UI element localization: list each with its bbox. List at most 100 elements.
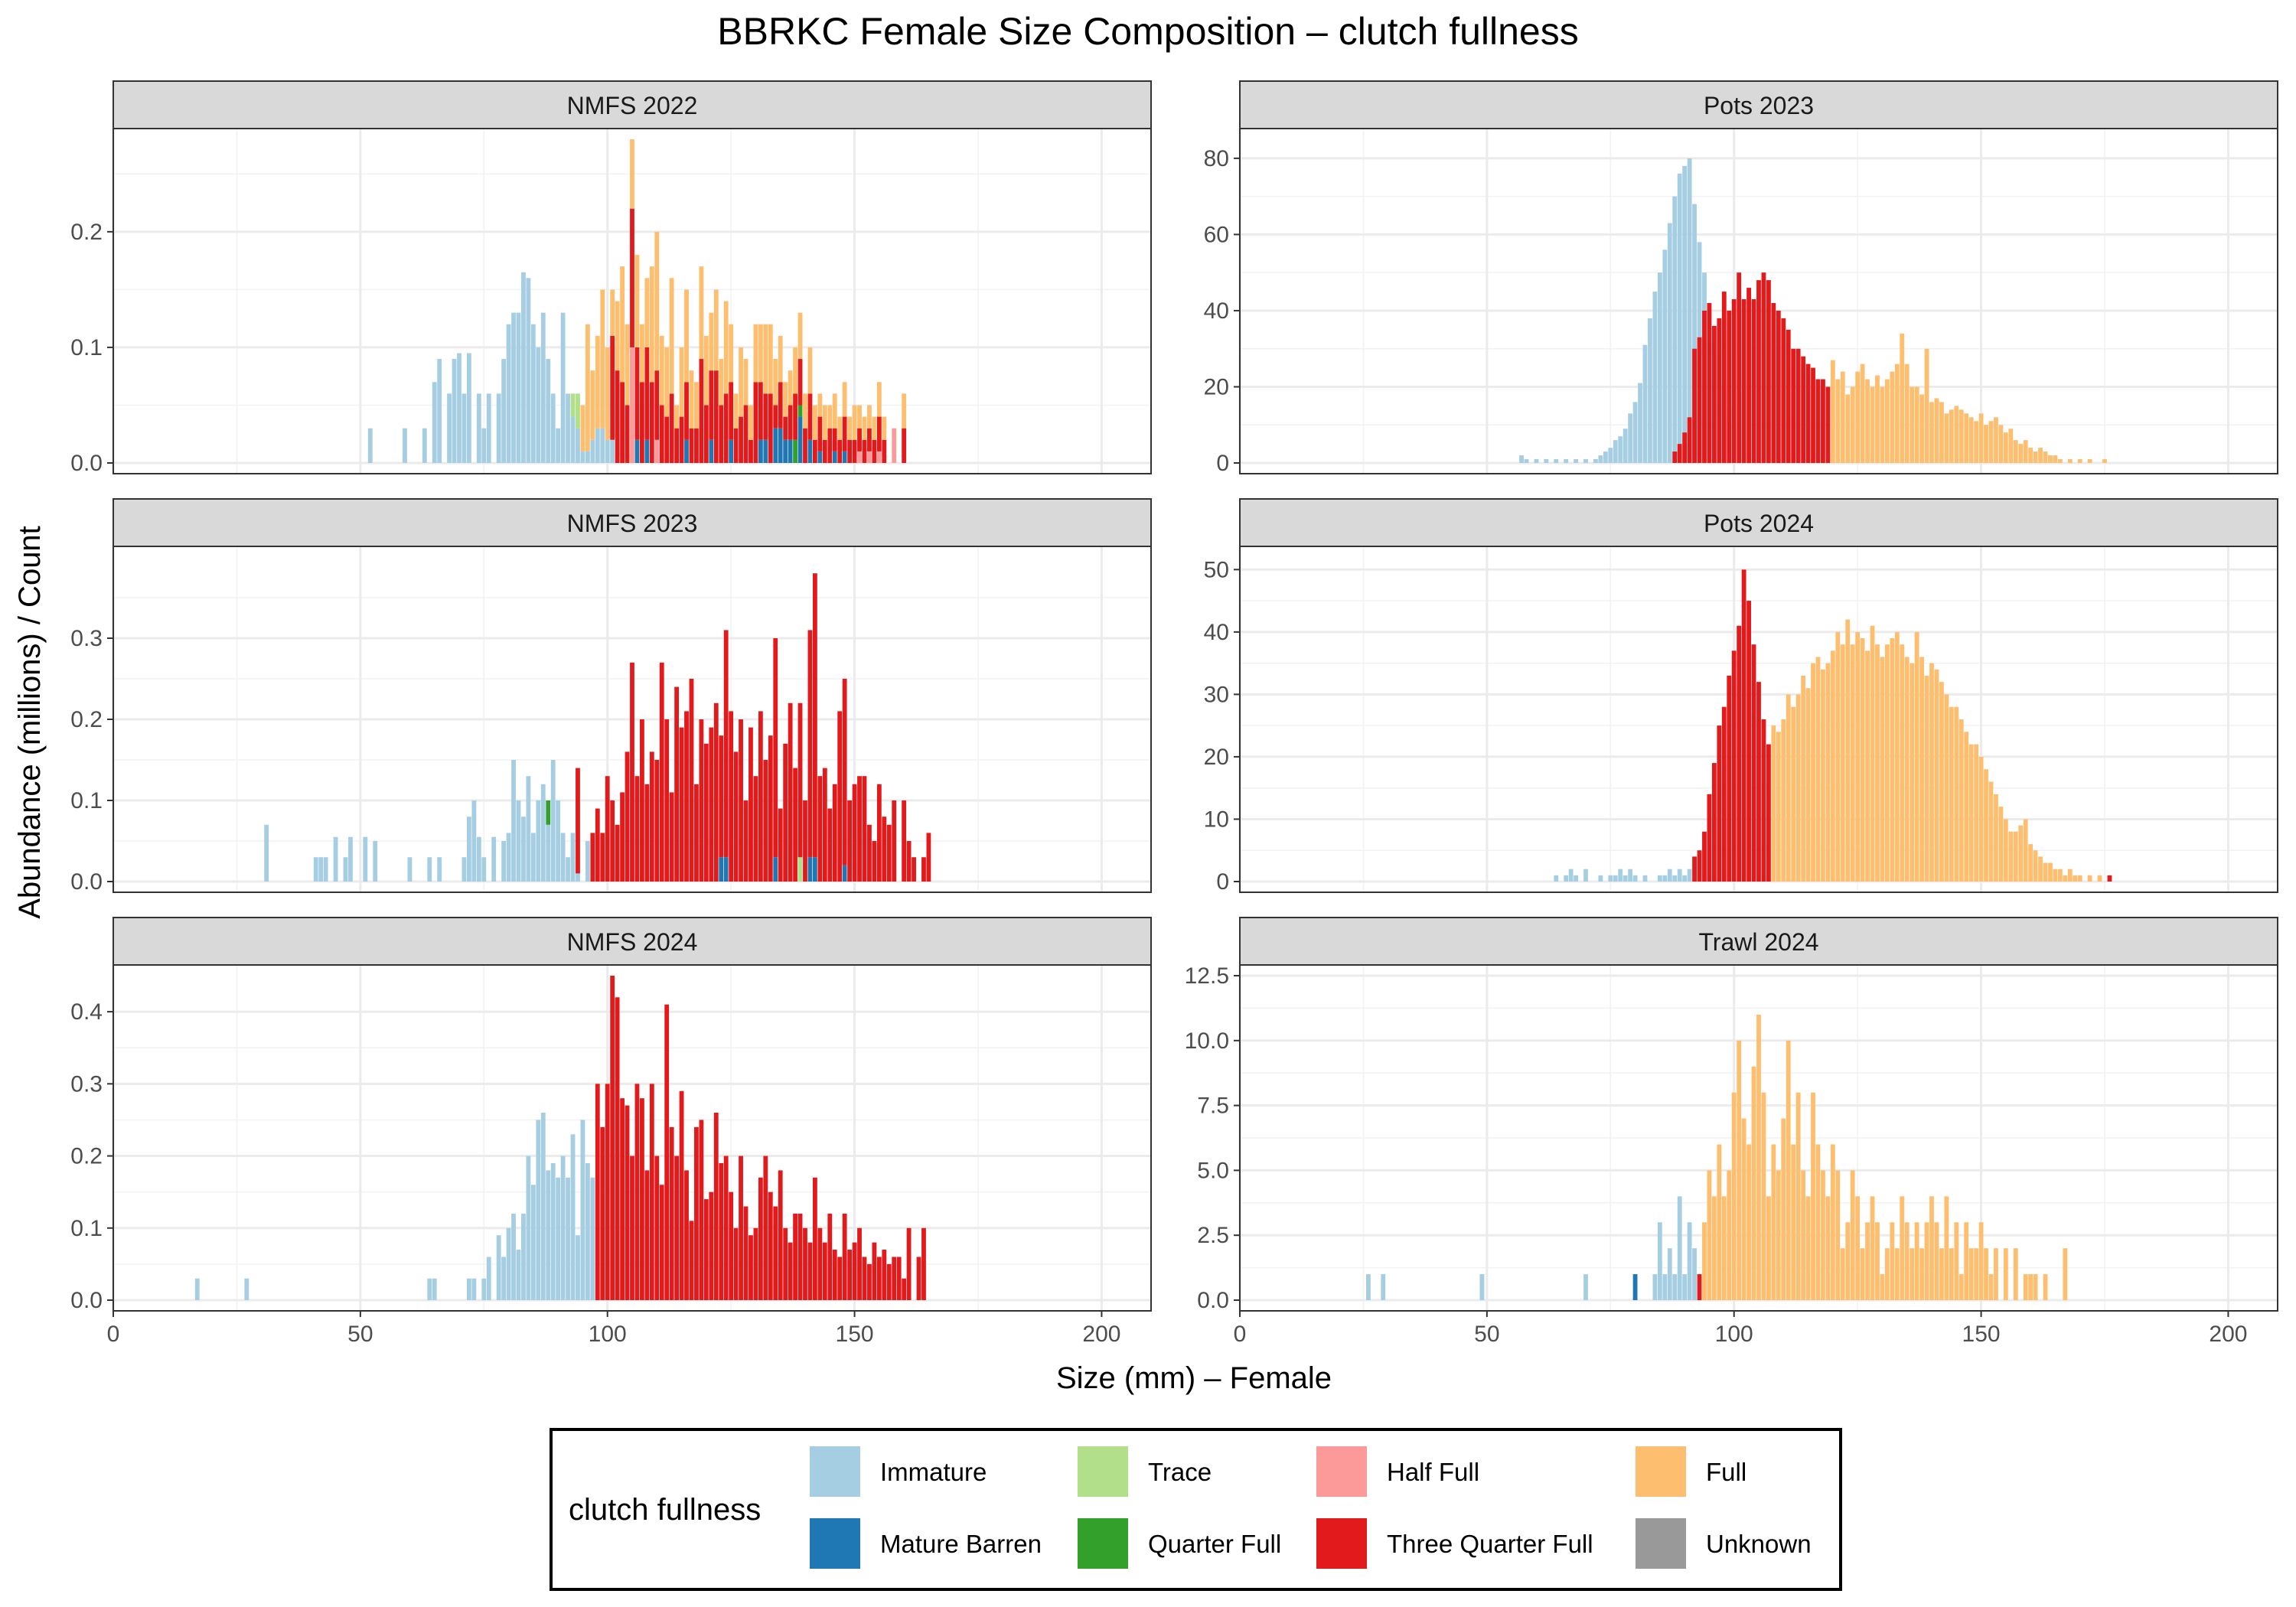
bar-segment-three-quarter-full xyxy=(1751,299,1756,463)
bar-segment-three-quarter-full xyxy=(867,428,872,451)
bar-segment-three-quarter-full xyxy=(610,800,615,882)
bar-segment-mature-barren xyxy=(773,857,778,882)
bar-segment-full xyxy=(1855,1196,1861,1300)
bar-segment-full xyxy=(768,324,773,394)
x-tick-label: 200 xyxy=(2209,1322,2247,1347)
bar-segment-three-quarter-full xyxy=(664,1004,670,1300)
bar-segment-three-quarter-full xyxy=(842,416,847,451)
bar-segment-immature xyxy=(570,833,576,882)
bar-segment-full xyxy=(2033,1274,2038,1300)
bar-segment-full xyxy=(2028,844,2033,882)
bar-segment-half-full xyxy=(892,428,897,463)
bar-segment-full xyxy=(644,278,650,347)
bar-segment-full xyxy=(1830,1144,1835,1300)
bar-segment-immature xyxy=(1652,292,1658,463)
bar-segment-immature xyxy=(1554,459,1559,463)
bar-segment-full xyxy=(1924,348,1929,463)
bar-segment-full xyxy=(1761,1092,1766,1300)
bar-segment-immature xyxy=(264,824,269,882)
bar-segment-full xyxy=(2008,831,2014,882)
bar-segment-immature xyxy=(550,393,556,463)
bar-segment-full xyxy=(803,393,807,429)
bar-segment-three-quarter-full xyxy=(852,439,857,463)
bar-segment-full xyxy=(1974,1248,1979,1300)
bar-segment-full xyxy=(1795,694,1801,882)
bar-segment-three-quarter-full xyxy=(694,1126,699,1300)
legend-items: Immature Mature Barren Trace Quarter Full Ha… xyxy=(810,1446,1812,1569)
bar-segment-immature xyxy=(576,428,580,463)
bar-segment-full xyxy=(813,405,817,440)
panel-nmfs-2023: NMFS 2023 0.0 0.1 0.2 0.3 xyxy=(70,498,1152,895)
bar-segment-mature-barren xyxy=(807,857,813,882)
bar-segment-full xyxy=(1850,644,1855,882)
bar-segment-full xyxy=(2067,459,2073,463)
bar-segment-full xyxy=(1984,425,1988,463)
bar-segment-three-quarter-full xyxy=(906,1227,912,1300)
legend-label-half-full: Half Full xyxy=(1387,1458,1479,1486)
bar-segment-full xyxy=(2003,432,2008,463)
bar-segment-immature xyxy=(570,1134,576,1300)
bar-segment-three-quarter-full xyxy=(669,1126,674,1300)
bar-segment-full xyxy=(1929,663,1934,882)
bar-segment-full xyxy=(1880,657,1885,882)
y-tick-label: 0.2 xyxy=(70,220,103,245)
bar-segment-immature xyxy=(432,1278,437,1300)
bar-segment-three-quarter-full xyxy=(654,370,660,440)
bar-segment-three-quarter-full xyxy=(896,1257,902,1300)
bar-segment-immature xyxy=(506,1227,511,1300)
legend-label-three-quarter-full: Three Quarter Full xyxy=(1387,1530,1593,1558)
chart-title: BBRKC Female Size Composition – clutch f… xyxy=(717,10,1578,53)
bar-segment-immature xyxy=(530,1185,536,1300)
bar-segment-full xyxy=(1890,371,1895,463)
bar-segment-full xyxy=(1801,1170,1806,1300)
bar-segment-full xyxy=(699,266,704,360)
bar-segment-full xyxy=(739,347,743,417)
bar-segment-mature-barren xyxy=(832,451,837,463)
bar-segment-three-quarter-full xyxy=(634,347,640,440)
bar-segment-three-quarter-full xyxy=(1672,451,1678,463)
bar-segment-full xyxy=(590,370,595,440)
bar-segment-full xyxy=(723,301,729,394)
bar-segment-three-quarter-full xyxy=(748,1235,753,1300)
bar-segment-three-quarter-full xyxy=(852,784,857,882)
y-tick-label: 0.3 xyxy=(70,1071,103,1097)
bar-segment-three-quarter-full xyxy=(1771,302,1776,463)
bar-segment-three-quarter-full xyxy=(763,393,768,440)
bar-segment-three-quarter-full xyxy=(912,857,916,882)
bar-segment-full xyxy=(1771,725,1776,882)
bar-segment-full xyxy=(1954,406,1959,463)
bar-segment-immature xyxy=(526,1156,531,1300)
bar-segment-full xyxy=(1984,1248,1988,1300)
bar-segment-mature-barren xyxy=(797,416,803,463)
bar-segment-mature-barren xyxy=(778,428,783,463)
bar-segment-three-quarter-full xyxy=(783,743,788,882)
bar-segment-immature xyxy=(506,324,511,463)
bar-segment-full xyxy=(1776,1170,1781,1300)
bar-segment-mature-barren xyxy=(788,439,793,463)
bar-segment-full xyxy=(1994,1248,1998,1300)
bar-segment-full xyxy=(1840,1248,1845,1300)
bar-segment-full xyxy=(1988,781,1994,882)
bar-segment-full xyxy=(1939,682,1944,882)
bar-segment-full xyxy=(2008,429,2014,463)
bar-segment-full xyxy=(1860,363,1865,463)
bar-segment-immature xyxy=(1618,436,1623,463)
bar-segment-immature xyxy=(348,836,353,882)
bar-segment-immature xyxy=(1574,459,1578,463)
bar-segment-full xyxy=(847,416,853,440)
bar-segment-full xyxy=(1811,1092,1815,1300)
bar-segment-three-quarter-full xyxy=(1756,280,1761,463)
bar-segment-immature xyxy=(1682,875,1688,882)
bar-segment-immature xyxy=(1598,875,1603,882)
bar-segment-full xyxy=(1884,379,1890,463)
bar-segment-three-quarter-full xyxy=(1707,302,1712,463)
bar-segment-three-quarter-full xyxy=(876,416,882,451)
bar-segment-full xyxy=(1994,794,1998,882)
bar-segment-full xyxy=(1830,650,1835,882)
bar-segment-three-quarter-full xyxy=(615,997,620,1300)
bar-segment-three-quarter-full xyxy=(1697,337,1702,463)
bar-segment-immature xyxy=(457,353,461,463)
bar-segment-immature xyxy=(437,359,442,463)
bar-segment-three-quarter-full xyxy=(857,1227,862,1300)
bar-segment-three-quarter-full xyxy=(733,1227,739,1300)
